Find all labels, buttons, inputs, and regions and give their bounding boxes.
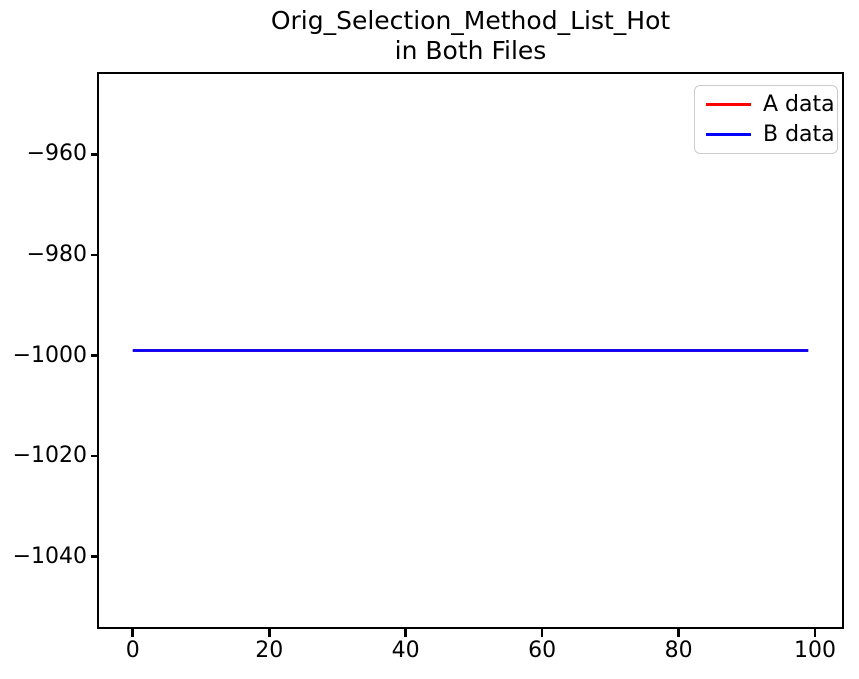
y-tick-label: −980	[26, 241, 87, 267]
x-tick-mark	[131, 629, 135, 637]
x-tick-mark	[813, 629, 817, 637]
y-tick-mark	[91, 555, 99, 558]
x-tick-mark	[677, 629, 680, 637]
chart-title: Orig_Selection_Method_List_Hot in Both F…	[97, 6, 844, 66]
x-tick-label: 80	[664, 638, 693, 663]
data-lines-svg	[132, 349, 809, 352]
x-tick-label: 20	[255, 638, 284, 663]
chart-title-line2: in Both Files	[394, 36, 547, 65]
legend-entry: B data	[695, 120, 837, 150]
x-tick-mark	[540, 629, 544, 637]
y-tick-label: −1020	[12, 443, 87, 469]
plot-area: A data B data	[97, 72, 844, 629]
y-tick-mark	[91, 454, 99, 458]
y-tick-mark	[91, 354, 99, 357]
x-tick-label: 60	[528, 638, 557, 663]
x-tick-label: 100	[794, 638, 837, 663]
chart-title-line1: Orig_Selection_Method_List_Hot	[270, 6, 671, 35]
legend: A data B data	[694, 85, 838, 154]
x-tick-mark	[267, 629, 271, 637]
x-tick-mark	[404, 629, 407, 637]
y-tick-label: −1040	[12, 543, 87, 569]
y-tick-label: −960	[26, 141, 87, 167]
y-tick-mark	[91, 253, 99, 257]
y-tick-mark	[91, 153, 99, 156]
y-tick-label: −1000	[12, 342, 87, 368]
x-tick-label: 40	[391, 638, 420, 663]
legend-entry: A data	[695, 90, 837, 120]
legend-label: B data	[763, 122, 835, 147]
x-tick-label: 0	[125, 638, 140, 663]
legend-label: A data	[763, 92, 835, 117]
legend-line-swatch	[706, 132, 751, 137]
legend-line-swatch	[706, 102, 751, 107]
